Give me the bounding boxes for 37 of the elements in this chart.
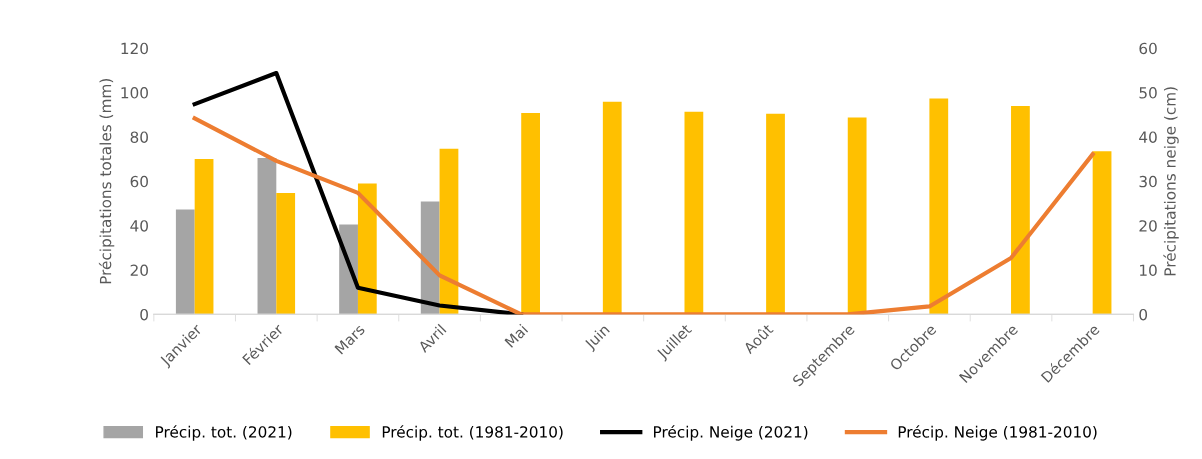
y-tick-label: 0	[140, 308, 148, 321]
bar	[521, 112, 540, 315]
bar	[1092, 151, 1112, 315]
bar	[420, 201, 440, 315]
bar	[847, 117, 867, 315]
bar	[194, 159, 214, 315]
y2-axis-title: Précipitations neige (cm)	[1163, 87, 1179, 276]
y2-tick-label: 50	[1139, 87, 1157, 99]
bar	[1011, 106, 1030, 315]
legend-label: Précip. Neige (2021)	[654, 425, 808, 441]
bar	[929, 98, 949, 315]
legend-label: Précip. tot. (2021)	[156, 425, 292, 441]
y-tick-label: 60	[130, 175, 148, 188]
y2-tick-label: 20	[1139, 220, 1157, 232]
line-series	[192, 116, 1095, 315]
bar	[357, 183, 377, 315]
y2-tick-label: 10	[1140, 264, 1157, 277]
bar	[684, 111, 704, 315]
y-tick-label: 20	[130, 264, 148, 277]
y-tick-label: 100	[121, 87, 148, 99]
y-tick-label: 120	[121, 42, 148, 55]
bar	[766, 113, 785, 315]
bar	[257, 158, 277, 315]
legend-label: Précip. tot. (1981-2010)	[382, 425, 563, 441]
x-tick-label: Mai	[504, 323, 529, 348]
bar	[602, 101, 622, 315]
y2-tick-label: 30	[1139, 175, 1157, 188]
y2-tick-label: 0	[1139, 308, 1148, 321]
y-axis-title: Précipitations totales (mm)	[98, 79, 115, 284]
y-tick-label: 40	[130, 220, 148, 232]
legend-label: Précip. Neige (1981-2010)	[898, 425, 1097, 441]
bar	[175, 209, 195, 315]
y2-tick-label: 60	[1139, 42, 1157, 55]
bar	[439, 148, 459, 315]
bar	[276, 193, 296, 315]
y-tick-label: 80	[130, 131, 148, 143]
y2-tick-label: 40	[1139, 131, 1157, 143]
